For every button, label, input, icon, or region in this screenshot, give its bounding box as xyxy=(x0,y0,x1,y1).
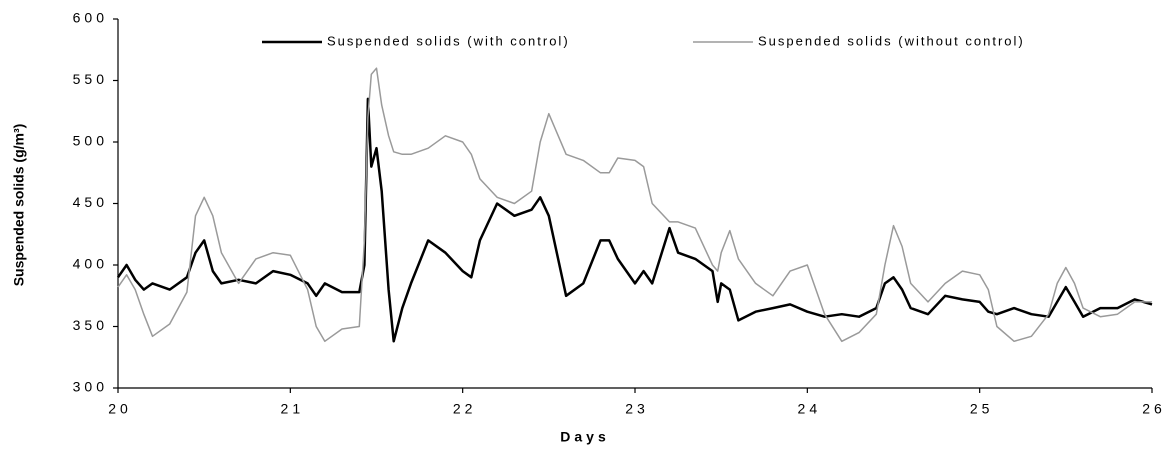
x-axis-title: Days xyxy=(560,429,609,445)
x-tick-label: 25 xyxy=(970,401,994,417)
series-line xyxy=(116,97,1153,343)
y-tick-label: 400 xyxy=(73,256,108,272)
x-tick-label: 23 xyxy=(625,401,649,417)
y-tick-label: 600 xyxy=(73,10,108,26)
x-tick-label: 26 xyxy=(1142,401,1166,417)
y-tick-label: 500 xyxy=(73,133,108,149)
x-tick-label: 21 xyxy=(281,401,305,417)
legend-label: Suspended solids (with control) xyxy=(327,33,570,48)
x-tick-label: 20 xyxy=(108,401,132,417)
y-tick-label: 300 xyxy=(73,379,108,395)
y-tick-label: 550 xyxy=(73,71,108,87)
legend-label: Suspended solids (without control) xyxy=(758,33,1025,48)
x-tick-label: 24 xyxy=(798,401,822,417)
y-tick-label: 450 xyxy=(73,194,108,210)
y-axis-title: Suspended solids (g/m³) xyxy=(11,124,27,287)
series-line xyxy=(117,67,1152,343)
y-tick-label: 350 xyxy=(73,317,108,333)
x-tick-label: 22 xyxy=(453,401,477,417)
